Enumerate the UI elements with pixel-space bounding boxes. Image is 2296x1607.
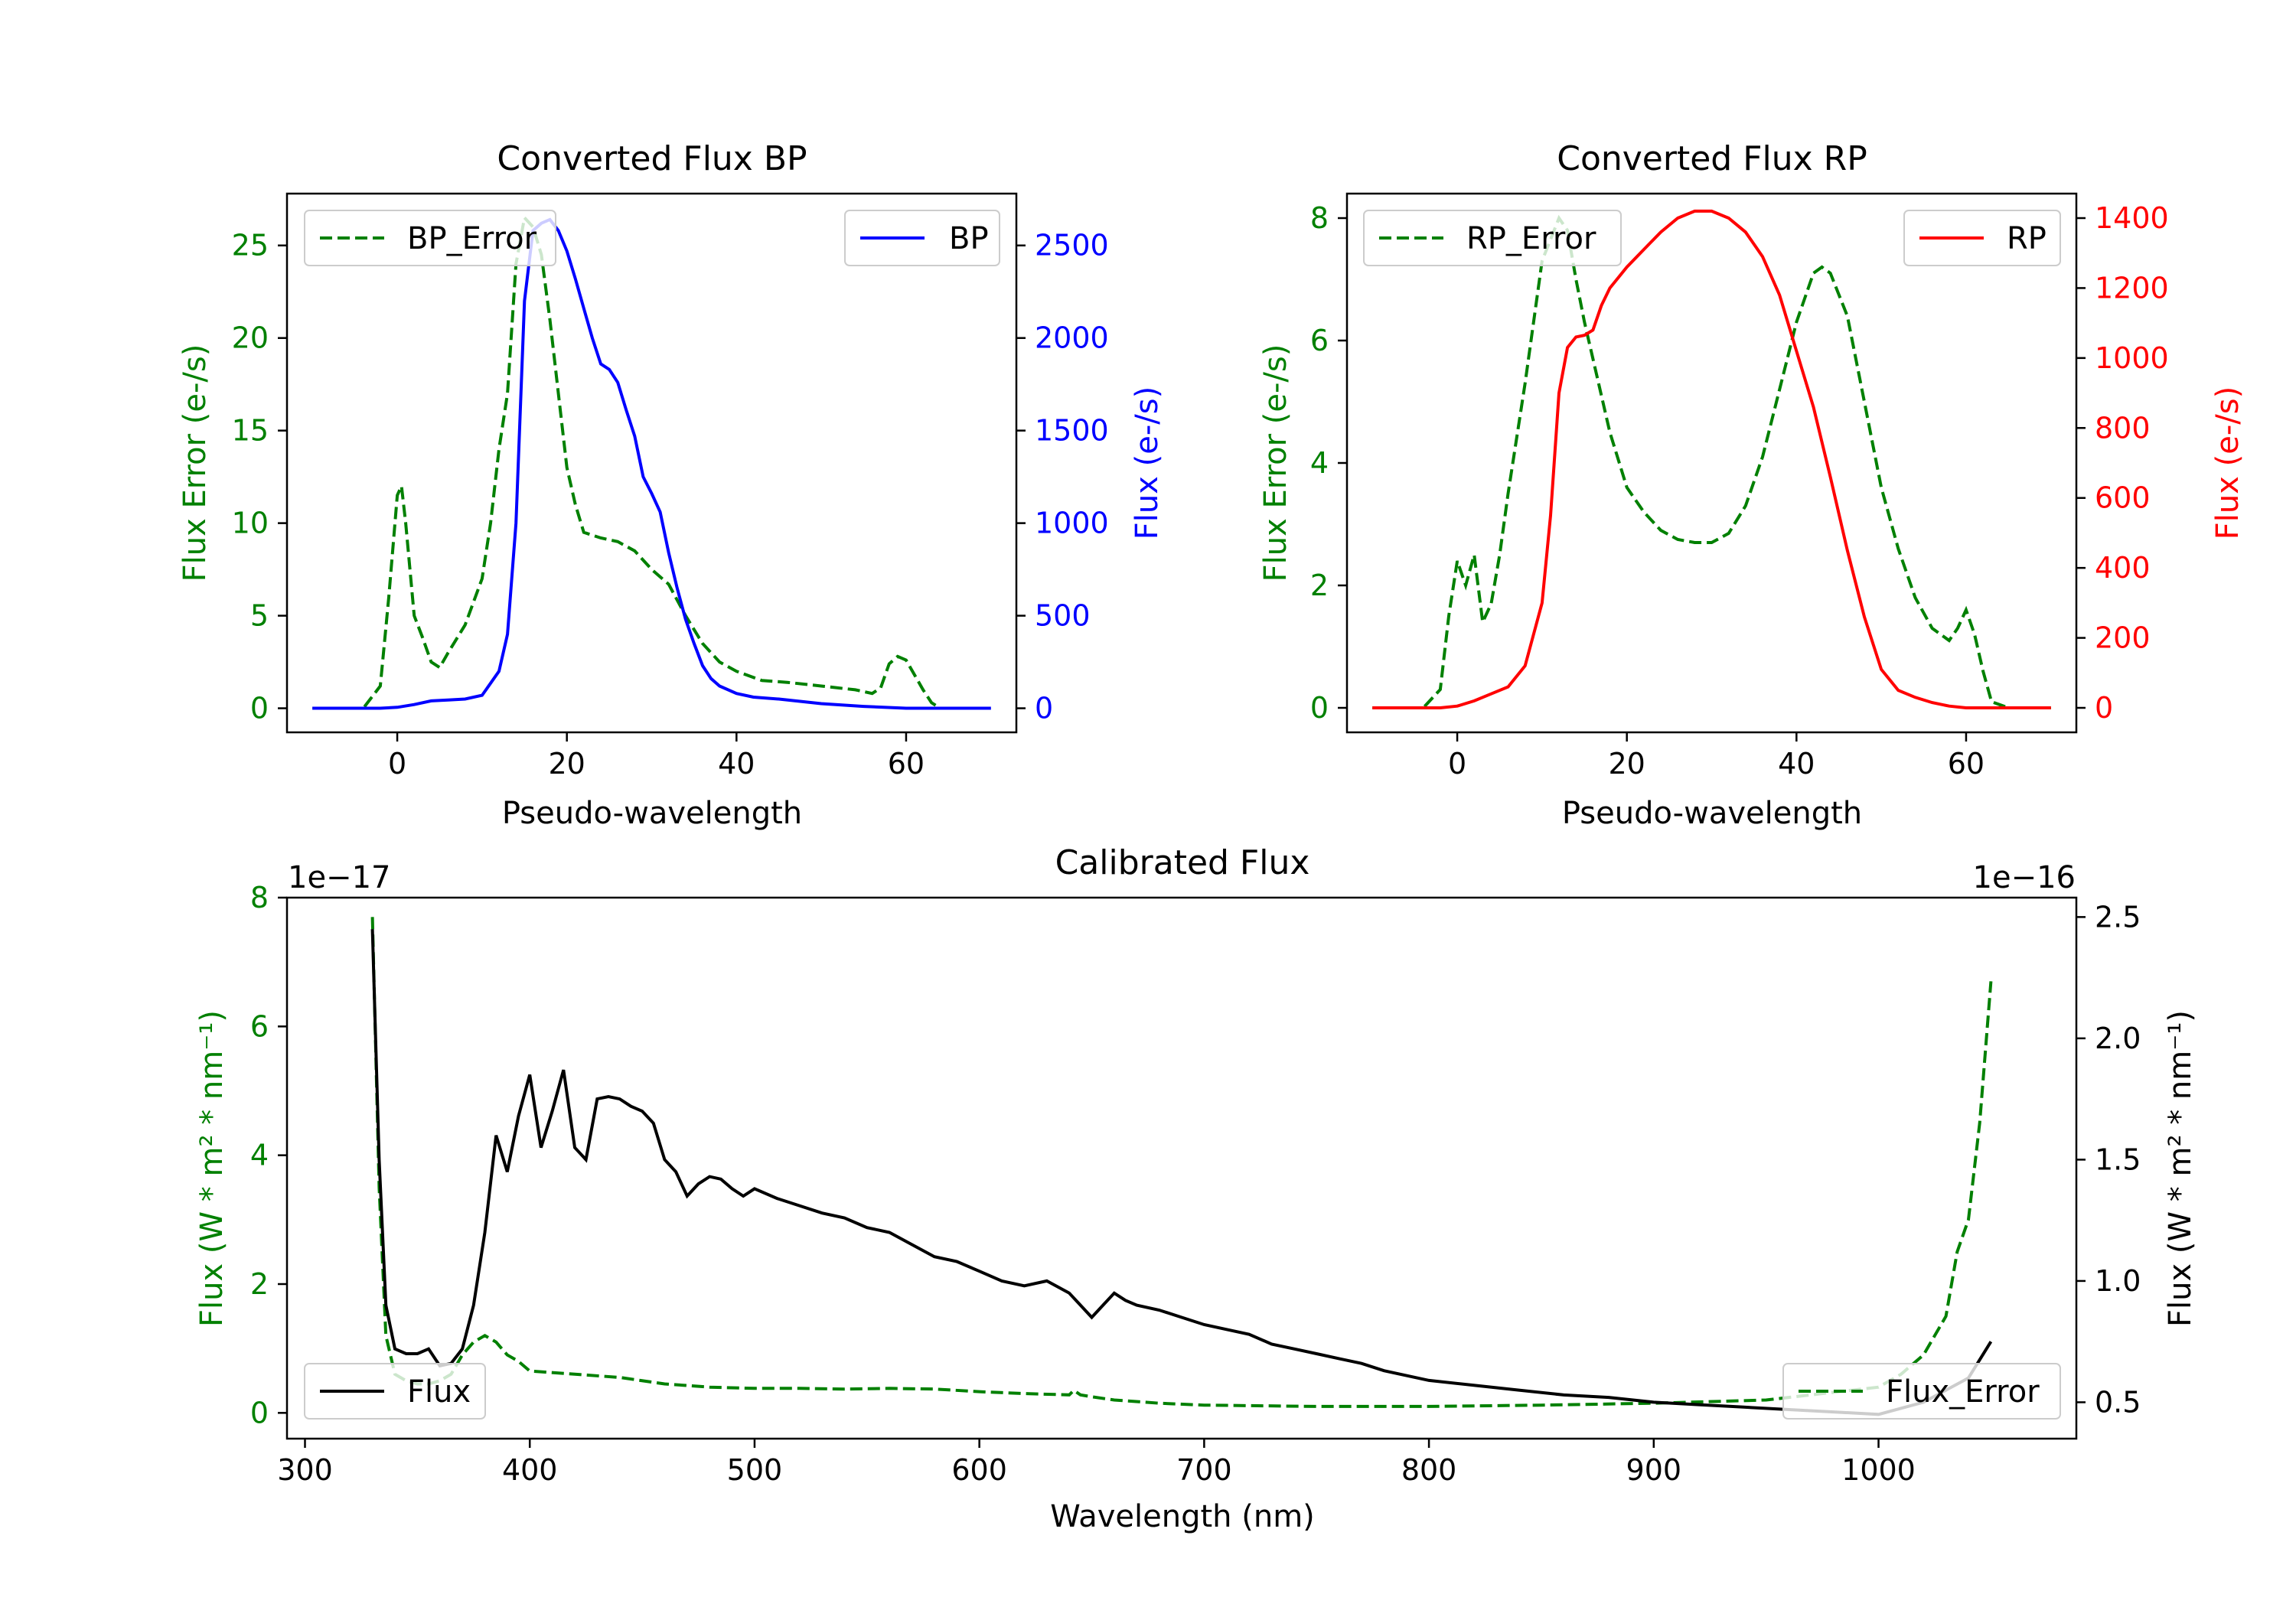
x-tick-label: 20 (549, 747, 585, 781)
right-tick-label: 0 (2095, 691, 2113, 725)
rp-ylabel-left: Flux Error (e-/s) (1258, 344, 1293, 582)
x-tick-label: 600 (951, 1453, 1007, 1487)
cal-ylabel-left: Flux (W * m² * nm⁻¹) (194, 1010, 230, 1327)
bp-legend-error-label: BP_Error (407, 221, 537, 256)
left-tick-label: 20 (232, 321, 269, 355)
left-tick-label: 0 (1310, 691, 1329, 725)
left-tick-label: 15 (232, 414, 269, 448)
cal-right-offset: 1e−16 (1973, 860, 2076, 895)
bp-xlabel: Pseudo-wavelength (502, 796, 802, 831)
left-tick-label: 2 (1310, 569, 1329, 602)
left-tick-label: 25 (232, 229, 269, 262)
x-tick-label: 40 (1778, 747, 1815, 781)
rp-legend-error-label: RP_Error (1466, 221, 1596, 256)
right-tick-label: 1.5 (2095, 1143, 2141, 1176)
x-tick-label: 900 (1626, 1453, 1682, 1487)
left-tick-label: 4 (1310, 446, 1329, 480)
left-tick-label: 5 (250, 599, 269, 633)
rp-flux-line (1372, 209, 2051, 709)
left-tick-label: 10 (232, 507, 269, 540)
bp-legend-flux: BP (844, 210, 1000, 266)
rp-error-line (1372, 214, 2051, 709)
bp-title: Converted Flux BP (497, 139, 807, 178)
right-tick-label: 400 (2095, 551, 2151, 585)
cal-legend-error-label: Flux_Error (1886, 1374, 2040, 1410)
x-tick-label: 800 (1401, 1453, 1457, 1487)
rp-legend-flux: RP (1903, 210, 2061, 266)
right-tick-label: 1000 (1035, 507, 1109, 540)
cal-left-offset: 1e−17 (288, 860, 390, 895)
cal-xlabel: Wavelength (nm) (1050, 1499, 1315, 1534)
bp-left-ticks: 0 5 10 15 20 25 (232, 229, 287, 725)
left-tick-label: 6 (1310, 324, 1329, 357)
bp-plot-frame (285, 192, 1018, 734)
bp-flux-line (312, 217, 991, 710)
cal-x-ticks: 300 400 500 600 700 800 900 1000 (277, 1439, 1916, 1487)
x-tick-label: 500 (727, 1453, 783, 1487)
rp-right-ticks: 0 200 400 600 800 1000 1200 1400 (2076, 201, 2169, 725)
right-tick-label: 200 (2095, 621, 2151, 655)
x-tick-label: 0 (1448, 747, 1466, 781)
cal-left-ticks: 0 2 4 6 8 (250, 881, 287, 1429)
right-tick-label: 2000 (1035, 321, 1109, 355)
cal-legend-error: Flux_Error (1782, 1363, 2061, 1420)
bp-panel: Converted Flux BP 0 20 40 60 0 5 10 15 20 25 0 50… (178, 139, 1165, 831)
cal-plot-frame (285, 896, 2078, 1440)
left-tick-label: 8 (1310, 201, 1329, 235)
left-tick-label: 4 (250, 1139, 269, 1172)
cal-right-ticks: 0.5 1.0 1.5 2.0 2.5 (2076, 900, 2141, 1419)
bp-ylabel-right: Flux (e-/s) (1130, 386, 1165, 539)
x-tick-label: 700 (1176, 1453, 1232, 1487)
right-tick-label: 2.0 (2095, 1022, 2141, 1055)
right-tick-label: 1400 (2095, 201, 2169, 235)
x-tick-label: 60 (888, 747, 925, 781)
bp-legend-error: BP_Error (304, 210, 556, 266)
rp-ylabel-right: Flux (e-/s) (2210, 386, 2245, 539)
rp-panel: Converted Flux RP 0 20 40 60 0 2 4 6 8 0 200 400 6… (1258, 139, 2245, 831)
right-tick-label: 0 (1035, 692, 1053, 725)
rp-x-ticks: 0 20 40 60 (1448, 732, 1985, 781)
right-tick-label: 0.5 (2095, 1385, 2141, 1419)
bp-ylabel-left: Flux Error (e-/s) (178, 344, 213, 582)
left-tick-label: 2 (250, 1267, 269, 1301)
right-tick-label: 1.0 (2095, 1264, 2141, 1298)
rp-legend-error: RP_Error (1363, 210, 1622, 266)
rp-xlabel: Pseudo-wavelength (1562, 796, 1862, 831)
x-tick-label: 40 (718, 747, 755, 781)
rp-left-ticks: 0 2 4 6 8 (1310, 201, 1347, 725)
bp-x-ticks: 0 20 40 60 (388, 732, 925, 781)
right-tick-label: 800 (2095, 411, 2151, 445)
x-tick-label: 1000 (1841, 1453, 1916, 1487)
right-tick-label: 1500 (1035, 414, 1109, 448)
bp-right-ticks: 0 500 1000 1500 2000 2500 (1016, 229, 1109, 725)
bp-legend-flux-label: BP (949, 221, 989, 256)
cal-title: Calibrated Flux (1055, 843, 1310, 882)
right-tick-label: 1000 (2095, 341, 2169, 375)
cal-legend-flux: Flux (304, 1363, 486, 1420)
right-tick-label: 600 (2095, 481, 2151, 515)
x-tick-label: 60 (1948, 747, 1985, 781)
left-tick-label: 0 (250, 1396, 269, 1429)
right-tick-label: 2.5 (2095, 900, 2141, 934)
x-tick-label: 300 (277, 1453, 333, 1487)
x-tick-label: 20 (1609, 747, 1645, 781)
rp-legend-flux-label: RP (2007, 221, 2047, 256)
cal-ylabel-right: Flux (W * m² * nm⁻¹) (2163, 1010, 2198, 1327)
left-tick-label: 6 (250, 1009, 269, 1043)
cal-legend-flux-label: Flux (407, 1374, 471, 1410)
right-tick-label: 2500 (1035, 229, 1109, 262)
rp-title: Converted Flux RP (1557, 139, 1867, 178)
calibrated-panel: Calibrated Flux 1e−17 1e−16 300 400 500 600… (194, 843, 2198, 1534)
bp-error-line (312, 214, 991, 710)
cal-flux-line (370, 929, 1993, 1416)
right-tick-label: 500 (1035, 599, 1091, 633)
left-tick-label: 0 (250, 692, 269, 725)
right-tick-label: 1200 (2095, 271, 2169, 305)
left-tick-label: 8 (250, 881, 269, 914)
x-tick-label: 400 (502, 1453, 558, 1487)
x-tick-label: 0 (388, 747, 406, 781)
